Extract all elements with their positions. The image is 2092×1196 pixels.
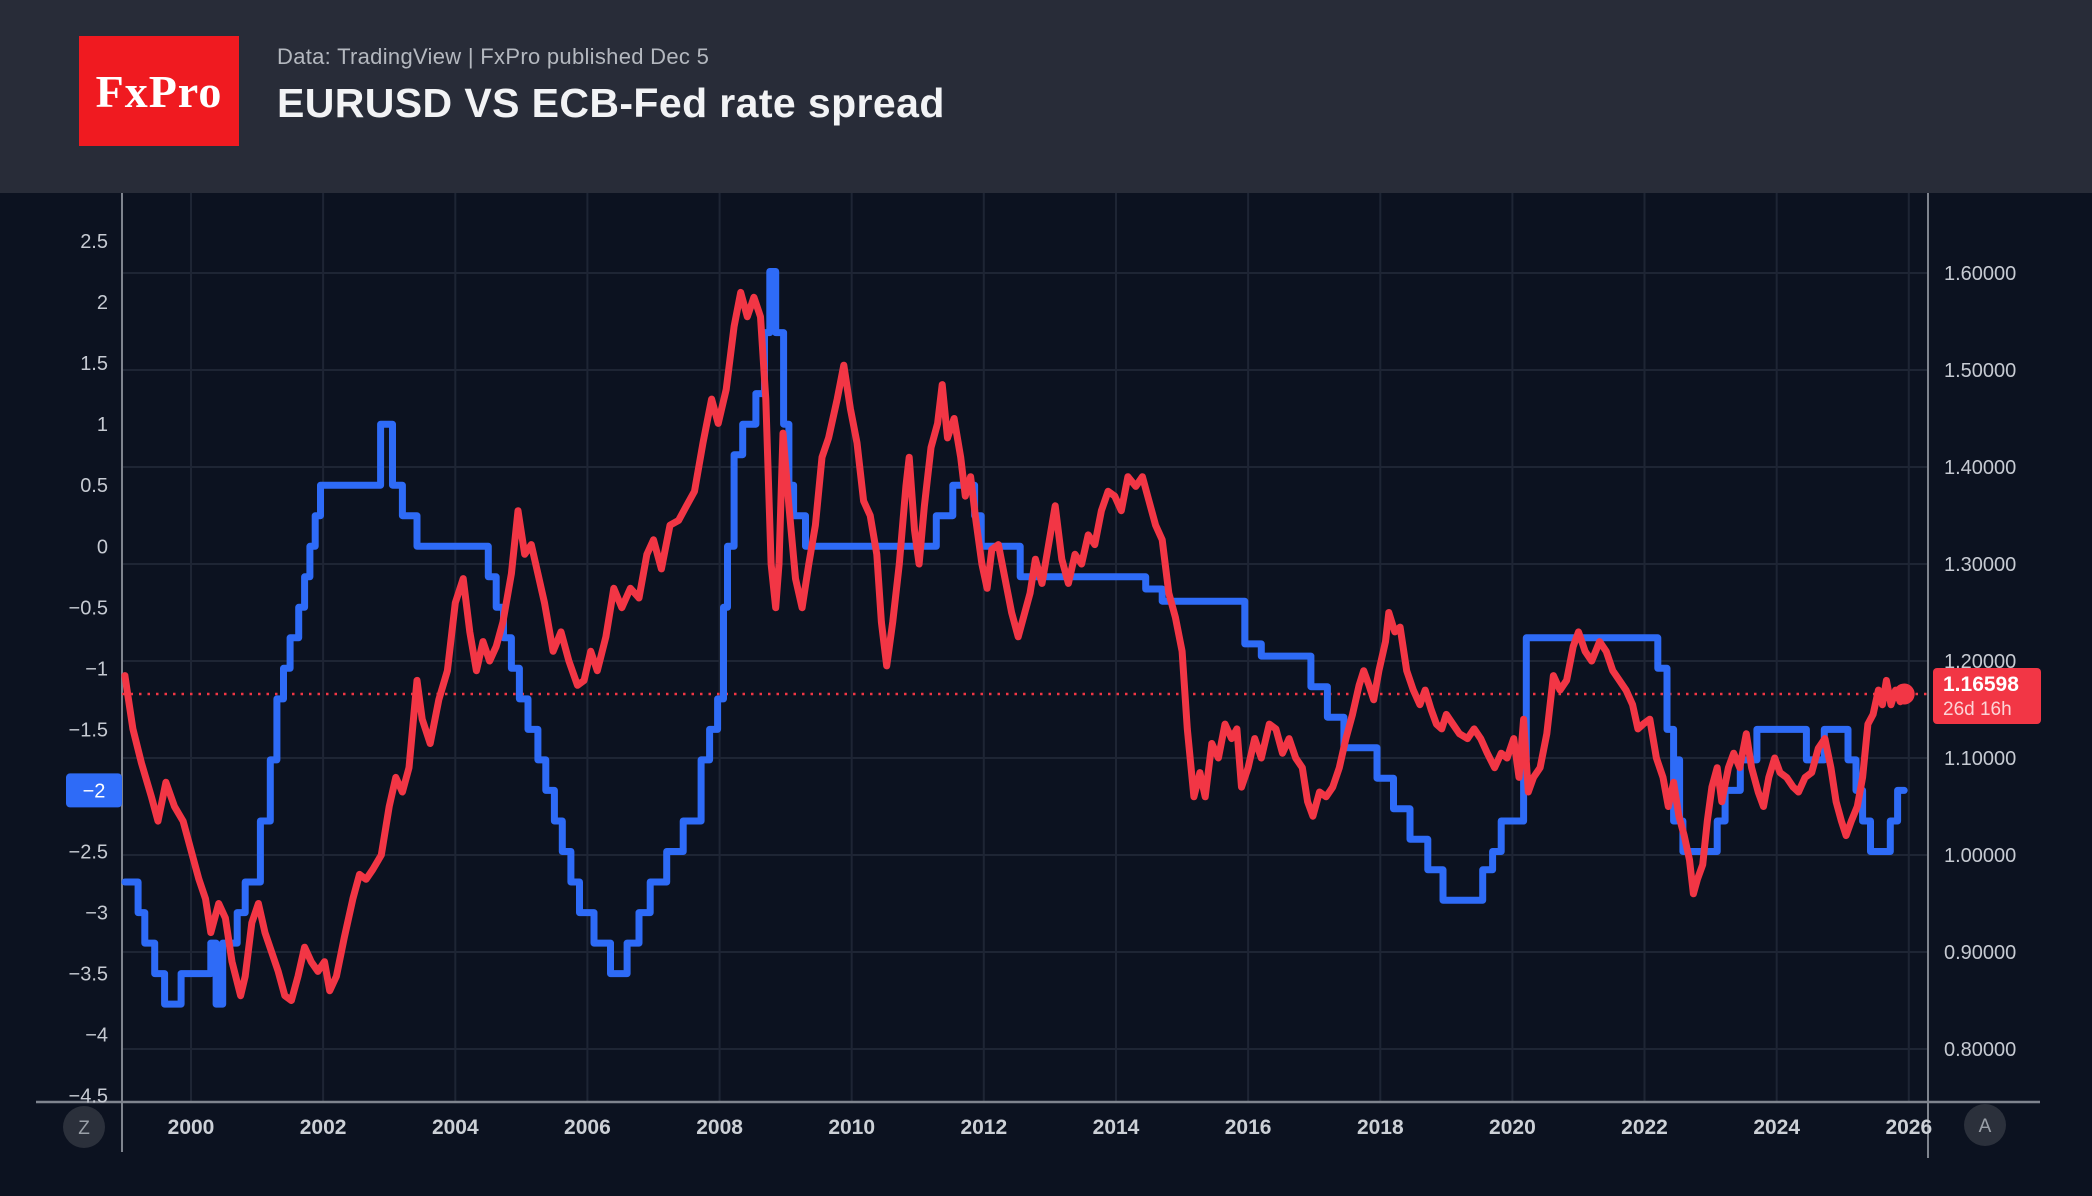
time-axis-tick-label: 2024 — [1753, 1116, 1800, 1139]
right-axis-tick-label: 1.50000 — [1944, 360, 2016, 382]
left-price-axis[interactable]: 2.5 2 1.5 1 0.5 0 −0.5 −1 −1.5 −2 −2.5 −3 −3.5 −4 −4.5 — [69, 231, 108, 1108]
eurusd-series-line — [121, 288, 1908, 1004]
time-axis-tick-label: 2008 — [696, 1116, 743, 1139]
time-axis-tick-label: 2018 — [1357, 1116, 1404, 1139]
page-title: EURUSD VS ECB-Fed rate spread — [277, 80, 945, 126]
right-price-axis[interactable]: 1.60000 1.50000 1.40000 1.30000 1.20000 1.100… — [1944, 263, 2016, 1061]
left-axis-tick-label: −1.5 — [69, 719, 108, 741]
right-axis-tick-label: 1.00000 — [1944, 845, 2016, 867]
right-axis-tick-label: 1.40000 — [1944, 457, 2016, 479]
right-axis-tick-label: 1.30000 — [1944, 554, 2016, 576]
time-axis-tick-label: 2000 — [168, 1116, 215, 1139]
zoom-reset-button[interactable]: Z — [63, 1106, 105, 1148]
time-axis-tick-label: 2014 — [1093, 1116, 1140, 1139]
header-bar: FxPro Data: TradingView | FxPro publishe… — [0, 0, 2092, 193]
right-axis-tick-label: 1.60000 — [1944, 263, 2016, 285]
grid — [122, 193, 1928, 1102]
eurusd-last-price-dot — [1893, 683, 1915, 705]
eurusd-price-badge: 1.16598 26d 16h — [1933, 668, 2041, 724]
svg-text:26d 16h: 26d 16h — [1943, 699, 2012, 720]
left-axis-tick-label: 0.5 — [80, 475, 108, 497]
right-axis-tick-label: 1.10000 — [1944, 748, 2016, 770]
right-axis-tick-label: 0.80000 — [1944, 1039, 2016, 1061]
time-axis-tick-label: 2010 — [828, 1116, 875, 1139]
time-axis-tick-label: 2022 — [1621, 1116, 1668, 1139]
fxpro-logo: FxPro — [79, 36, 239, 146]
auto-scale-button[interactable]: A — [1964, 1104, 2006, 1146]
right-axis-tick-label: 0.90000 — [1944, 942, 2016, 964]
left-axis-tick-label: −3.5 — [69, 964, 108, 986]
svg-text:Z: Z — [78, 1118, 90, 1139]
left-axis-tick-label: −4.5 — [69, 1086, 108, 1108]
left-axis-tick-label: 2.5 — [80, 231, 108, 253]
right-axis-tick-label: 1.20000 — [1944, 651, 2016, 673]
left-axis-tick-label: 0 — [97, 536, 108, 558]
svg-text:−2: −2 — [83, 780, 106, 802]
left-axis-tick-label: −3 — [85, 903, 108, 925]
time-axis-tick-label: 2006 — [564, 1116, 611, 1139]
time-axis-tick-label: 2020 — [1489, 1116, 1536, 1139]
time-axis-tick-label: 2026 — [1885, 1116, 1932, 1139]
svg-text:1.16598: 1.16598 — [1943, 673, 2019, 696]
left-axis-tick-label: −0.5 — [69, 597, 108, 619]
left-axis-tick-label: −4 — [85, 1025, 108, 1047]
left-axis-tick-label: 1 — [97, 414, 108, 436]
time-axis-tick-label: 2002 — [300, 1116, 347, 1139]
header-text-block: Data: TradingView | FxPro published Dec … — [277, 44, 945, 127]
svg-text:A: A — [1979, 1116, 1992, 1137]
time-axis-tick-label: 2004 — [432, 1116, 479, 1139]
source-line: Data: TradingView | FxPro published Dec … — [277, 44, 710, 69]
left-axis-tick-label: −1 — [85, 658, 108, 680]
fxpro-logo-text: FxPro — [95, 65, 223, 117]
time-axis[interactable]: 2000 2002 2004 2006 2008 2010 2012 2014 2016 2018… — [168, 1116, 1933, 1139]
left-axis-tick-label: −2.5 — [69, 842, 108, 864]
axis-borders — [36, 193, 2040, 1158]
left-axis-tick-label: 2 — [97, 292, 108, 314]
left-axis-tick-label: 1.5 — [80, 353, 108, 375]
time-axis-tick-label: 2012 — [960, 1116, 1007, 1139]
time-axis-tick-label: 2016 — [1225, 1116, 1272, 1139]
spread-series-line — [121, 268, 1908, 1008]
spread-value-badge: −2 — [66, 773, 122, 808]
